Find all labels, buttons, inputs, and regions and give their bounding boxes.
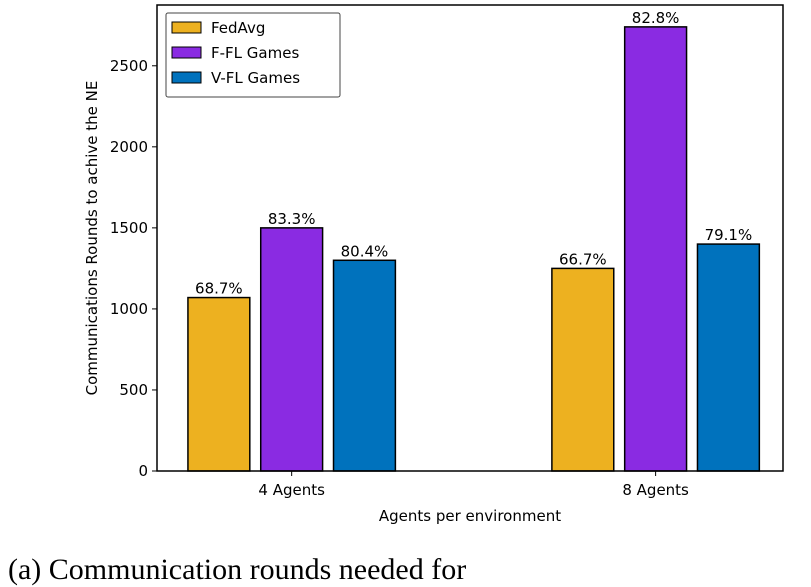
plot-frame <box>156 4 784 472</box>
legend-label: F-FL Games <box>211 44 299 62</box>
x-tick-label: 8 Agents <box>622 481 689 499</box>
x-axis-label: Agents per environment <box>379 507 561 525</box>
y-tick-label: 2500 <box>110 57 148 75</box>
data-label: 80.4% <box>341 242 389 260</box>
legend-swatch <box>171 21 202 34</box>
data-label: 66.7% <box>559 250 607 268</box>
y-tick-label: 2000 <box>110 138 148 156</box>
legend <box>165 12 341 98</box>
y-tick-label: 500 <box>119 381 148 399</box>
bar-fedavg <box>551 267 615 472</box>
bar-f-fl-games <box>259 227 324 472</box>
y-tick-label: 1500 <box>110 219 148 237</box>
legend-label: V-FL Games <box>211 69 300 87</box>
figure-caption: (a) Communication rounds needed for <box>8 553 467 586</box>
legend-swatch <box>171 46 202 59</box>
bar-v-fl-games <box>696 243 761 472</box>
y-axis-label: Communications Rounds to achive the NE <box>83 81 101 396</box>
y-tick-label: 1000 <box>110 300 148 318</box>
bar-v-fl-games <box>332 259 397 472</box>
data-label: 68.7% <box>195 280 243 298</box>
legend-swatch <box>171 71 202 84</box>
bar-fedavg <box>187 296 251 472</box>
data-label: 82.8% <box>632 9 680 27</box>
data-label: 83.3% <box>268 210 316 228</box>
x-tick-label: 4 Agents <box>258 481 325 499</box>
bar-f-fl-games <box>623 26 688 472</box>
bar-chart: 68.7% 66.7% 83.3% 82.8% 80.4% 79.1% 0 500 1000 15… <box>83 4 784 525</box>
legend-label: FedAvg <box>211 19 265 37</box>
data-label: 79.1% <box>705 226 753 244</box>
y-tick-label: 0 <box>138 462 148 480</box>
